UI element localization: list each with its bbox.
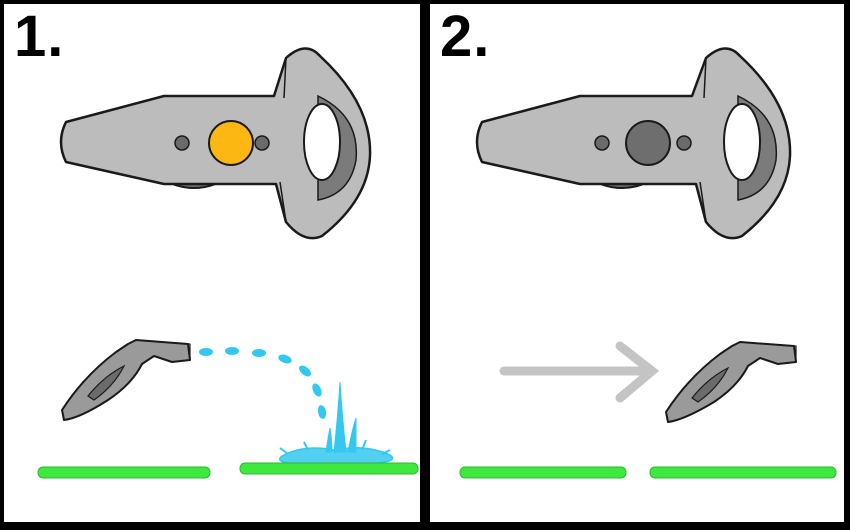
panel-1-illustration [37,47,419,479]
panel-2-illustration [459,47,837,479]
landing-splash [279,381,394,465]
small-button-right [254,135,270,151]
ground-platforms [459,466,837,479]
panel-step-1: 1. [4,4,420,522]
step-number-2: 2. [440,4,491,69]
ground-left [459,466,627,479]
vr-controller-side-view [665,341,797,423]
ground-left [37,466,211,479]
small-button-right [676,135,692,151]
teleport-arc [199,347,327,419]
vr-controller-top-view [475,47,792,240]
vr-controller-side-view [61,339,191,421]
small-button-left [174,135,190,151]
ground-right [649,466,837,479]
trackpad-pressed [208,120,254,166]
vr-controller-top-view [59,47,372,240]
step-number-1: 1. [14,4,65,69]
panel-step-2: 2. [430,4,844,522]
ground-right [239,462,419,475]
move-arrow-icon [499,341,660,403]
small-button-left [594,135,610,151]
ground-platforms [37,462,419,479]
trackpad-released [625,120,671,166]
